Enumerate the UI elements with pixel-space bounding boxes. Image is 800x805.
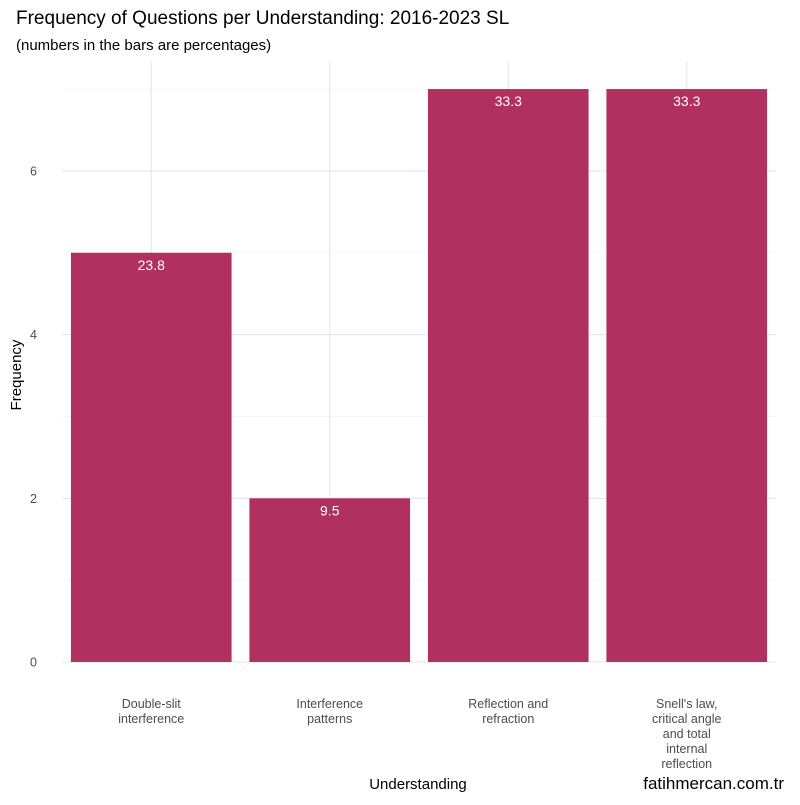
bar-value-label: 9.5 — [320, 502, 340, 518]
x-tick-label-line: refraction — [482, 712, 534, 726]
x-tick-label-line: patterns — [307, 712, 352, 726]
chart-title: Frequency of Questions per Understanding… — [16, 8, 509, 29]
y-tick-label: 6 — [30, 164, 37, 178]
x-tick-label-line: and total — [663, 727, 711, 741]
bar-value-label: 23.8 — [138, 257, 165, 273]
chart-subtitle: (numbers in the bars are percentages) — [16, 37, 271, 54]
caption: fatihmercan.com.tr — [643, 774, 784, 793]
bar — [606, 89, 768, 663]
y-tick-label: 0 — [30, 656, 37, 670]
x-tick-label: Double-slit interference — [118, 697, 184, 726]
y-tick-label: 4 — [30, 328, 37, 342]
bar-value-label: 33.3 — [495, 93, 522, 109]
bar-layer — [70, 89, 768, 663]
x-tick-label-line: critical angle — [652, 712, 722, 726]
x-tick-label-line: interference — [118, 712, 184, 726]
y-tick-label: 2 — [30, 492, 37, 506]
x-tick-label: Snell's law, critical angle and total inter… — [652, 697, 722, 771]
y-axis-label: Frequency — [8, 339, 25, 410]
x-tick-label-line: Snell's law, — [656, 697, 717, 711]
bar-value-label: 33.3 — [673, 93, 700, 109]
x-axis-label: Understanding — [369, 776, 467, 793]
x-tick-label-line: Double-slit — [122, 697, 182, 711]
x-tick-label: Reflection and refraction — [468, 697, 548, 726]
bar — [70, 252, 232, 662]
bar — [249, 498, 411, 662]
x-tick-label-line: internal — [666, 742, 707, 756]
x-tick-label-line: Reflection and — [468, 697, 548, 711]
x-tick-label-line: reflection — [661, 757, 712, 771]
x-tick-label: Interference patterns — [296, 697, 363, 726]
x-tick-label-line: Interference — [296, 697, 363, 711]
label-layer: 0 2 4 6 23.8 Double-slit interference 9.5 Interf… — [30, 93, 721, 771]
bar — [427, 89, 589, 663]
